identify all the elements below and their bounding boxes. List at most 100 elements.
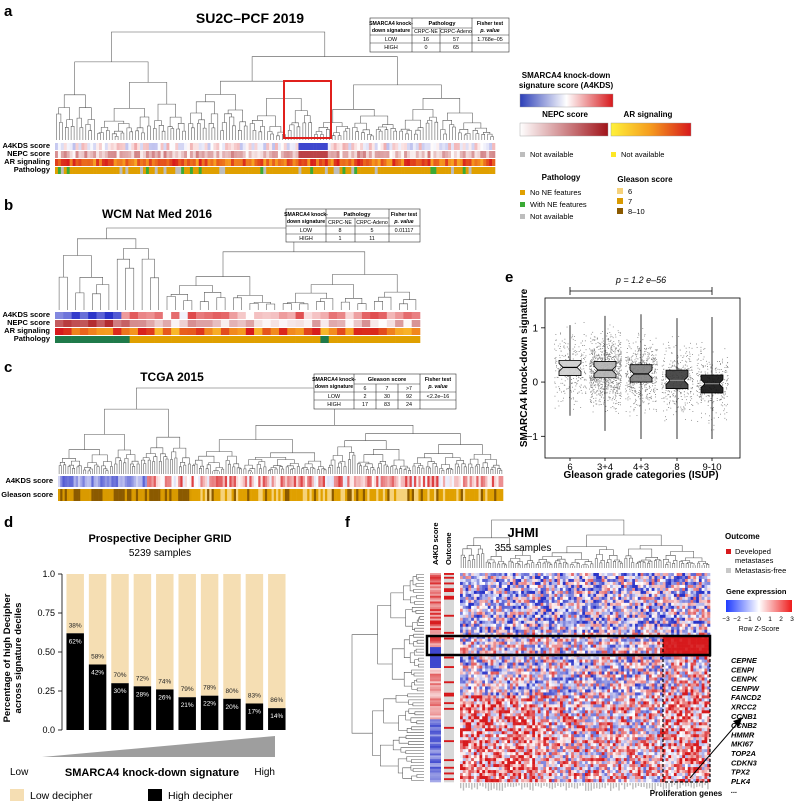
heatmap-cell	[641, 678, 644, 681]
track-cell-gleason	[114, 489, 117, 501]
heatmap-cell	[702, 657, 705, 660]
track-cell-a4kds	[469, 143, 472, 150]
heatmap-cell	[518, 621, 521, 624]
heatmap-cell	[618, 666, 621, 669]
heatmap-cell	[510, 683, 513, 686]
track-cell-a4kds	[423, 476, 426, 487]
heatmap-cell	[566, 672, 569, 675]
heatmap-cell	[663, 603, 666, 606]
heatmap-cell	[579, 669, 582, 672]
heatmap-cell	[582, 618, 585, 621]
heatmap-cell	[596, 606, 599, 609]
track-cell-ar	[433, 159, 436, 166]
heatmap-cell	[474, 675, 477, 678]
heatmap-cell	[682, 600, 685, 603]
heatmap-cell	[482, 660, 485, 663]
track-cell-ar	[463, 159, 466, 166]
track-cell-gleason	[192, 489, 195, 501]
track-cell-a4kds	[472, 476, 475, 487]
track-cell-a4kds	[349, 476, 352, 487]
heatmap-cell	[568, 675, 571, 678]
heatmap-cell	[502, 600, 505, 603]
track-cell-ar	[436, 159, 439, 166]
a4kd-score-cell	[430, 700, 441, 702]
heatmap-cell	[691, 576, 694, 579]
bar-low-decipher	[201, 574, 218, 696]
heatmap-cell	[460, 615, 463, 618]
heatmap-cell	[566, 660, 569, 663]
heatmap-cell	[624, 582, 627, 585]
heatmap-cell	[696, 627, 699, 630]
a4kd-score-cell	[430, 727, 441, 729]
outcome-cell	[444, 666, 454, 668]
heatmap-cell	[602, 597, 605, 600]
track-cell-ar	[345, 328, 354, 335]
heatmap-cell	[496, 612, 499, 615]
heatmap-cell	[532, 627, 535, 630]
heatmap-cell	[657, 651, 660, 654]
heatmap-cell	[479, 606, 482, 609]
heatmap-cell	[638, 621, 641, 624]
track-cell-gleason	[120, 489, 123, 501]
track-cell-a4kds	[163, 476, 166, 487]
track-cell-a4kds	[172, 143, 175, 150]
heatmap-cell	[604, 624, 607, 627]
heatmap-cell	[704, 675, 707, 678]
heatmap-cell	[679, 600, 682, 603]
heatmap-cell	[668, 612, 671, 615]
track-cell-nepc	[73, 151, 76, 158]
heatmap-cell	[510, 579, 513, 582]
track-cell-nepc	[117, 151, 120, 158]
heatmap-cell	[627, 678, 630, 681]
heatmap-cell	[554, 678, 557, 681]
track-cell-a4kds	[131, 143, 134, 150]
heatmap-cell	[549, 660, 552, 663]
track-cell-gleason	[212, 489, 215, 501]
heatmap-cell	[504, 645, 507, 648]
a4kd-score-cell	[430, 638, 441, 640]
heatmap-cell	[616, 576, 619, 579]
track-cell-a4kds	[294, 476, 297, 487]
heatmap-cell	[618, 657, 621, 660]
heatmap-cell	[468, 657, 471, 660]
heatmap-cell	[682, 606, 685, 609]
heatmap-cell	[518, 624, 521, 627]
heatmap-cell	[529, 582, 532, 585]
heatmap-cell	[607, 609, 610, 612]
heatmap-cell	[513, 642, 516, 645]
heatmap-cell	[468, 642, 471, 645]
heatmap-cell	[568, 678, 571, 681]
track-cell-gleason	[490, 489, 493, 501]
heatmap-cell	[538, 603, 541, 606]
heatmap-cell	[671, 594, 674, 597]
legend-nepc-gradient	[520, 123, 608, 136]
heatmap-cell	[602, 591, 605, 594]
heatmap-cell	[527, 606, 530, 609]
track-cell-a4kds	[398, 143, 401, 150]
track-cell-pathology	[111, 167, 114, 174]
heatmap-cell	[629, 576, 632, 579]
heatmap-cell	[652, 630, 655, 633]
heatmap-cell	[646, 675, 649, 678]
track-cell-a4kds	[156, 476, 159, 487]
track-cell-a4kds	[451, 143, 454, 150]
track-cell-nepc	[140, 151, 143, 158]
track-cell-pathology	[278, 167, 281, 174]
track-cell-a4kds	[375, 143, 378, 150]
heatmap-cell	[596, 621, 599, 624]
track-cell-a4kds	[55, 143, 58, 150]
heatmap-cell	[568, 660, 571, 663]
heatmap-cell	[532, 660, 535, 663]
heatmap-cell	[641, 591, 644, 594]
heatmap-cell	[488, 615, 491, 618]
heatmap-cell	[663, 609, 666, 612]
track-cell-pathology	[366, 167, 369, 174]
track-cell-pathology	[269, 167, 272, 174]
heatmap-cell	[624, 612, 627, 615]
heatmap-cell	[691, 615, 694, 618]
heatmap-cell	[688, 651, 691, 654]
heatmap-cell	[610, 663, 613, 666]
track-cell-a4kds	[316, 476, 319, 487]
track-cell-pathology	[351, 167, 354, 174]
heatmap-cell	[510, 588, 513, 591]
